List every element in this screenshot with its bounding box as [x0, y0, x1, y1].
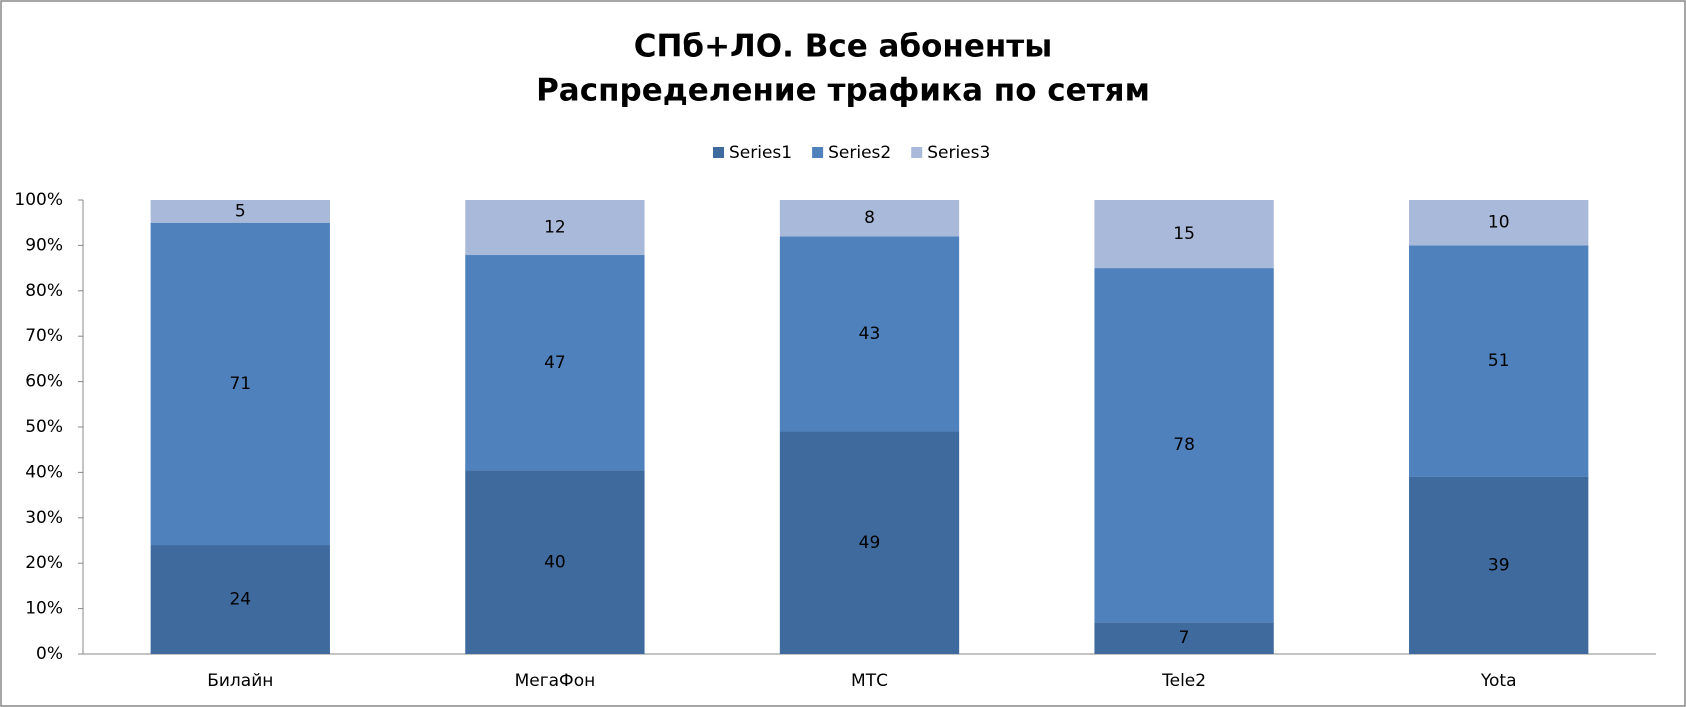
legend-label: Series2 [828, 143, 891, 163]
y-tick-label: 40% [25, 462, 63, 482]
bar-segment [465, 255, 645, 471]
bar-segment [1094, 622, 1274, 654]
legend-label: Series3 [927, 143, 990, 163]
y-tick-label: 20% [25, 553, 63, 573]
bar-segment [1409, 476, 1589, 654]
data-label: 40 [544, 552, 566, 572]
y-tick-label: 50% [25, 417, 63, 437]
legend-swatch [713, 147, 724, 158]
bar-segment [779, 236, 960, 432]
bar-segment [150, 545, 330, 654]
x-tick-label: Tele2 [1161, 671, 1206, 691]
data-label: 49 [859, 533, 881, 553]
x-tick-label: Yota [1480, 671, 1517, 691]
data-label: 78 [1173, 435, 1195, 455]
data-label: 7 [1179, 628, 1190, 648]
bar-segment [779, 200, 960, 237]
data-label: 51 [1488, 351, 1510, 371]
y-tick-label: 90% [25, 235, 63, 255]
bar-segment [465, 200, 645, 256]
y-tick-label: 10% [25, 599, 63, 619]
y-tick-label: 30% [25, 508, 63, 528]
bar-segment [1094, 200, 1274, 269]
data-label: 8 [864, 208, 875, 228]
bar-segment [1094, 268, 1274, 623]
data-label: 43 [859, 324, 881, 344]
chart-title: СПб+ЛО. Все абоненты [634, 29, 1053, 65]
legend-swatch [812, 147, 824, 158]
data-label: 5 [235, 201, 246, 221]
x-tick-label: МТС [851, 671, 888, 691]
bar-segment [150, 200, 330, 223]
chart-subtitle: Распределение трафика по сетям [536, 73, 1150, 109]
x-tick-label: Билайн [207, 671, 273, 691]
data-label: 10 [1488, 213, 1510, 233]
data-label: 24 [229, 590, 251, 610]
y-tick-label: 0% [36, 644, 63, 664]
y-tick-label: 80% [25, 281, 63, 301]
data-label: 71 [229, 374, 251, 394]
legend-swatch [911, 147, 923, 158]
legend-label: Series1 [729, 143, 792, 163]
bar-segment [1409, 200, 1589, 246]
bar-segment [779, 431, 960, 654]
data-label: 12 [544, 218, 566, 238]
bar-segment [150, 222, 330, 546]
y-tick-label: 100% [14, 190, 63, 210]
bar-segment [465, 470, 645, 654]
y-tick-label: 60% [25, 372, 63, 392]
y-tick-label: 70% [25, 326, 63, 346]
x-tick-label: МегаФон [515, 671, 596, 691]
bar-segment [1409, 245, 1589, 477]
data-label: 47 [544, 353, 566, 373]
data-label: 39 [1488, 555, 1510, 575]
data-label: 15 [1173, 224, 1195, 244]
